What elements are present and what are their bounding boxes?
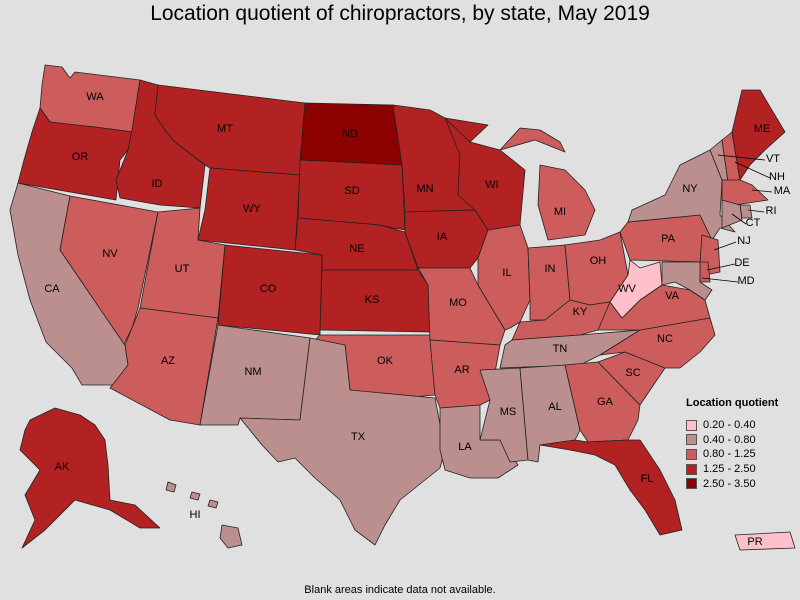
state-hi (165, 481, 243, 549)
footnote: Blank areas indicate data not available. (304, 584, 496, 596)
legend-label: 1.25 - 2.50 (703, 463, 756, 476)
state-label-nh: NH (769, 171, 785, 183)
state-label-wv: WV (618, 283, 636, 295)
state-label-ca: CA (44, 283, 60, 295)
state-label-ri: RI (766, 205, 777, 217)
state-tx (239, 337, 446, 546)
state-label-ok: OK (377, 355, 394, 367)
state-label-mo: MO (449, 297, 467, 309)
state-label-ny: NY (682, 183, 698, 195)
leader-line-nh (734, 161, 771, 179)
state-label-nd: ND (342, 128, 358, 140)
state-fl (539, 439, 683, 536)
state-label-me: ME (754, 123, 771, 135)
legend-title: Location quotient (686, 397, 779, 409)
state-label-de: DE (734, 257, 749, 269)
leader-line-ct (731, 213, 747, 225)
state-wy (197, 167, 301, 251)
state-az (109, 307, 219, 426)
map-title: Location quotient of chiropractors, by s… (150, 2, 650, 25)
state-label-fl: FL (641, 473, 654, 485)
state-label-mi: MI (554, 206, 566, 218)
state-label-sd: SD (344, 185, 359, 197)
state-label-nc: NC (657, 333, 673, 345)
state-label-ut: UT (175, 263, 190, 275)
state-label-tn: TN (553, 343, 568, 355)
state-label-co: CO (260, 283, 277, 295)
state-label-ky: KY (573, 306, 588, 318)
legend-item: 2.50 - 3.50 (686, 476, 778, 491)
state-label-il: IL (502, 267, 511, 279)
state-label-la: LA (458, 441, 472, 453)
state-ak (19, 407, 161, 549)
legend-item: 0.20 - 0.40 (686, 418, 778, 433)
state-label-ct: CT (746, 217, 761, 229)
state-label-sc: SC (625, 367, 640, 379)
legend-label: 0.80 - 1.25 (703, 448, 756, 461)
state-label-ne: NE (349, 243, 364, 255)
state-label-ga: GA (597, 396, 614, 408)
state-label-nv: NV (102, 248, 118, 260)
state-label-ar: AR (454, 364, 469, 376)
legend-swatch (686, 463, 697, 475)
state-label-hi: HI (190, 509, 201, 521)
state-label-wy: WY (243, 203, 261, 215)
state-label-al: AL (548, 401, 561, 413)
legend-swatch (686, 419, 697, 431)
state-or (17, 107, 133, 201)
state-la (439, 404, 519, 479)
leader-line-de (706, 263, 736, 271)
state-mi (499, 127, 596, 241)
state-mo (417, 267, 506, 346)
state-label-or: OR (72, 151, 89, 163)
leader-line-ri (747, 209, 765, 213)
legend-label: 0.40 - 0.80 (703, 433, 756, 446)
state-label-ak: AK (55, 461, 70, 473)
state-pr (734, 531, 796, 551)
legend-swatch (686, 448, 697, 460)
state-label-ks: KS (365, 294, 380, 306)
legend-swatch (686, 434, 697, 446)
legend-swatch (686, 478, 697, 490)
legend-label: 2.50 - 3.50 (703, 477, 756, 490)
state-label-pr: PR (747, 536, 762, 548)
state-label-ma: MA (774, 185, 791, 197)
state-label-pa: PA (661, 233, 676, 245)
state-label-oh: OH (590, 255, 607, 267)
state-label-nm: NM (244, 366, 261, 378)
state-label-wa: WA (86, 91, 104, 103)
leader-line-md (701, 277, 739, 283)
legend-item: 0.80 - 1.25 (686, 447, 778, 462)
state-ma (721, 179, 769, 206)
legend: Location quotient 0.20 - 0.40 0.40 - 0.8… (686, 397, 778, 491)
state-label-in: IN (545, 263, 556, 275)
leader-line-nj (713, 241, 737, 251)
state-label-mt: MT (217, 123, 233, 135)
leader-line-vt (717, 154, 766, 161)
state-tn (499, 329, 641, 369)
leader-line-ma (751, 189, 773, 193)
state-label-wi: WI (485, 179, 498, 191)
state-me (731, 89, 786, 181)
state-label-ms: MS (500, 406, 517, 418)
state-md (661, 261, 713, 301)
state-label-vt: VT (766, 153, 780, 165)
legend-label: 0.20 - 0.40 (703, 419, 756, 432)
state-label-mn: MN (416, 183, 433, 195)
state-label-va: VA (665, 290, 680, 302)
legend-item: 1.25 - 2.50 (686, 462, 778, 477)
state-label-ia: IA (437, 231, 448, 243)
state-label-id: ID (152, 178, 163, 190)
state-wv (609, 259, 663, 319)
state-label-tx: TX (351, 431, 366, 443)
state-il (477, 224, 531, 331)
state-label-az: AZ (161, 355, 175, 367)
state-label-nj: NJ (737, 235, 750, 247)
legend-item: 0.40 - 0.80 (686, 433, 778, 448)
state-label-md: MD (737, 275, 754, 287)
